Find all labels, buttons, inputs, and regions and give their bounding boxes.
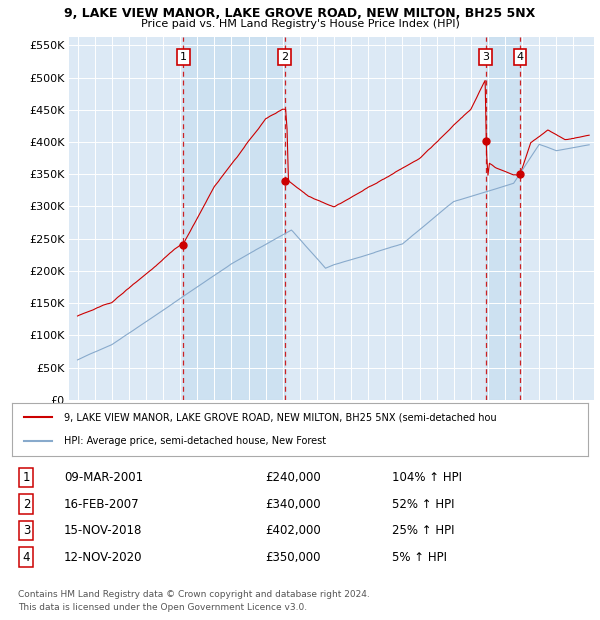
Bar xyxy=(184,37,285,400)
Text: £340,000: £340,000 xyxy=(265,498,321,510)
Text: 3: 3 xyxy=(482,52,489,62)
Bar xyxy=(486,37,520,400)
Text: £402,000: £402,000 xyxy=(265,524,321,537)
Text: 2: 2 xyxy=(281,52,289,62)
Text: 4: 4 xyxy=(517,52,524,62)
Text: £350,000: £350,000 xyxy=(265,551,321,564)
Text: 1: 1 xyxy=(23,471,30,484)
Text: This data is licensed under the Open Government Licence v3.0.: This data is licensed under the Open Gov… xyxy=(18,603,307,612)
Text: 104% ↑ HPI: 104% ↑ HPI xyxy=(392,471,462,484)
Text: 5% ↑ HPI: 5% ↑ HPI xyxy=(392,551,447,564)
Text: £240,000: £240,000 xyxy=(265,471,321,484)
Text: Price paid vs. HM Land Registry's House Price Index (HPI): Price paid vs. HM Land Registry's House … xyxy=(140,19,460,29)
Text: 12-NOV-2020: 12-NOV-2020 xyxy=(64,551,142,564)
Text: 3: 3 xyxy=(23,524,30,537)
Text: 2: 2 xyxy=(23,498,30,510)
Text: 9, LAKE VIEW MANOR, LAKE GROVE ROAD, NEW MILTON, BH25 5NX (semi-detached hou: 9, LAKE VIEW MANOR, LAKE GROVE ROAD, NEW… xyxy=(64,412,496,422)
Text: 15-NOV-2018: 15-NOV-2018 xyxy=(64,524,142,537)
Text: 9, LAKE VIEW MANOR, LAKE GROVE ROAD, NEW MILTON, BH25 5NX: 9, LAKE VIEW MANOR, LAKE GROVE ROAD, NEW… xyxy=(64,7,536,20)
Text: 25% ↑ HPI: 25% ↑ HPI xyxy=(392,524,455,537)
Text: 09-MAR-2001: 09-MAR-2001 xyxy=(64,471,143,484)
Text: HPI: Average price, semi-detached house, New Forest: HPI: Average price, semi-detached house,… xyxy=(64,436,326,446)
Text: 4: 4 xyxy=(23,551,30,564)
Text: Contains HM Land Registry data © Crown copyright and database right 2024.: Contains HM Land Registry data © Crown c… xyxy=(18,590,370,600)
Text: 1: 1 xyxy=(180,52,187,62)
Text: 52% ↑ HPI: 52% ↑ HPI xyxy=(392,498,455,510)
Text: 16-FEB-2007: 16-FEB-2007 xyxy=(64,498,139,510)
